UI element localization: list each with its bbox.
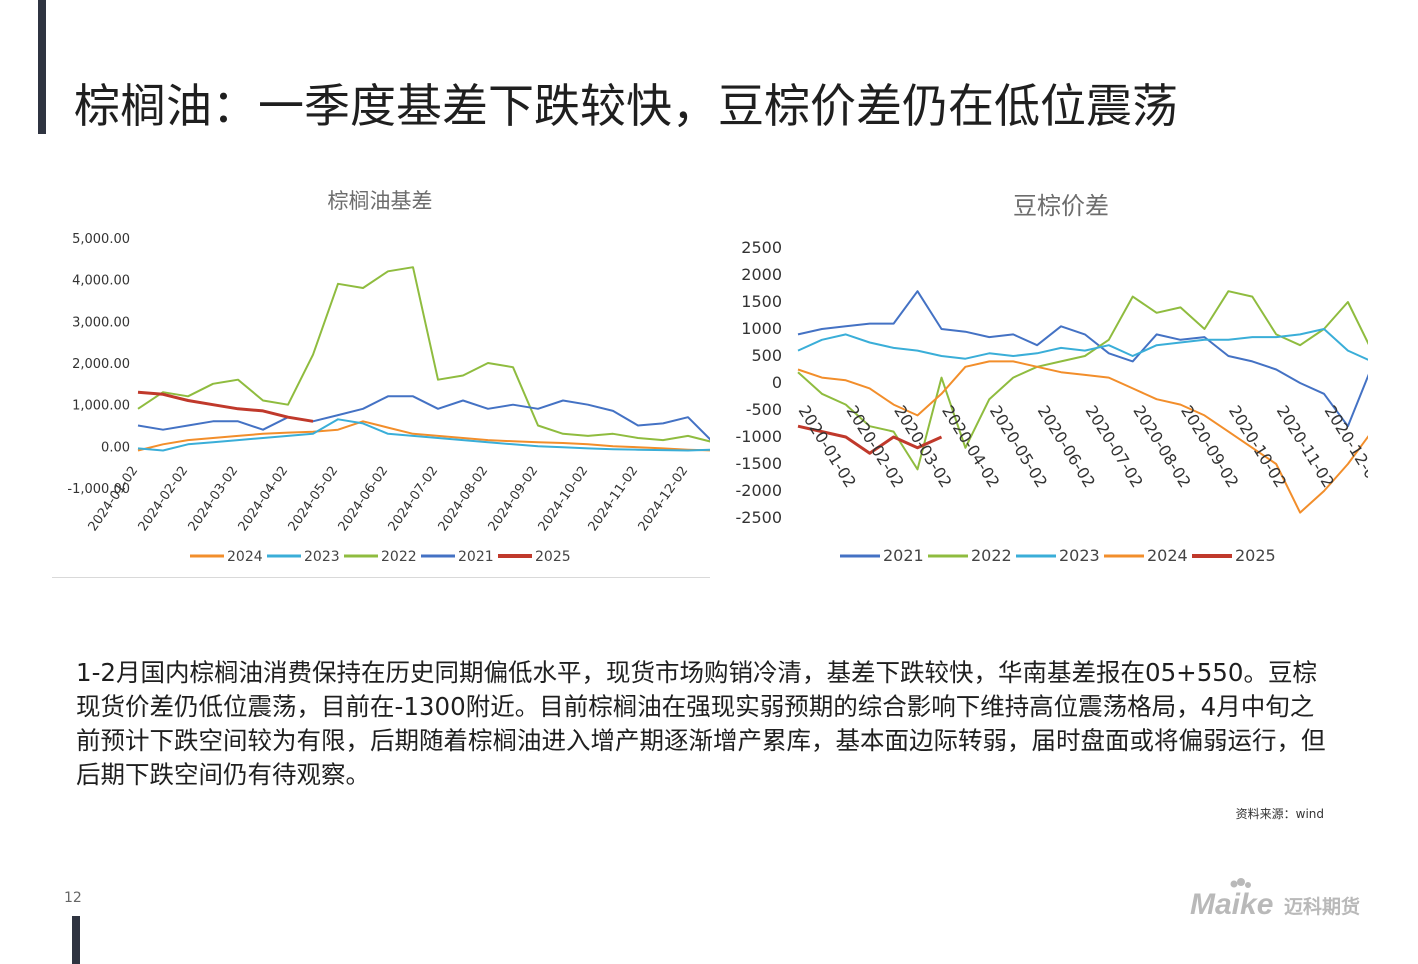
source-note: 资料来源：wind: [1235, 807, 1324, 821]
x-tick-label: 2024-06-02: [336, 464, 392, 535]
y-tick-label: 1500: [741, 292, 782, 311]
y-tick-label: 2,000.00: [72, 357, 130, 372]
y-tick-label: -2500: [736, 508, 783, 527]
y-tick-label: 0.00: [101, 440, 130, 455]
company-logo: Maike 迈科期货: [1188, 874, 1366, 924]
chart-title: 棕榈油基差: [328, 189, 433, 213]
y-tick-label: 5,000.00: [72, 232, 130, 247]
palm-basis-chart: 棕榈油基差 5,000.00 4,000.00 3,000.00 2,000.00 1,…: [50, 180, 710, 580]
legend-label: 2022: [381, 549, 417, 565]
series-line-2022: [797, 290, 1368, 471]
legend-label: 2024: [227, 549, 263, 565]
y-tick-label: -2000: [736, 481, 783, 500]
series-line-2021: [137, 395, 710, 441]
y-tick-label: 0: [772, 373, 782, 392]
palm-basis-svg: 棕榈油基差 5,000.00 4,000.00 3,000.00 2,000.00 1,…: [67, 189, 710, 565]
page-title: 棕榈油：一季度基差下跌较快，豆棕价差仍在低位震荡: [74, 79, 1178, 133]
top-accent-bar: [38, 0, 46, 134]
logo-mark: Maike 迈科期货: [1190, 878, 1360, 921]
series-line-2023: [137, 418, 710, 452]
series-line-2021: [797, 290, 1368, 428]
series-line-2024: [137, 420, 710, 452]
chart-divider: [52, 577, 710, 578]
series-lines: [797, 290, 1368, 514]
series-line-2023: [797, 328, 1368, 361]
y-tick-label: -1,000.00: [67, 482, 130, 497]
legend-label: 2023: [1059, 546, 1100, 565]
x-tick-label: 2024-02-02: [136, 464, 192, 535]
series-line-2022: [137, 266, 710, 443]
series-line-2025: [137, 390, 314, 423]
x-tick-label: 2024-08-02: [436, 464, 492, 535]
legend-label: 2022: [971, 546, 1012, 565]
series-line-2025: [797, 424, 943, 455]
y-axis-ticks: 5,000.00 4,000.00 3,000.00 2,000.00 1,000.00…: [67, 232, 130, 497]
legend-label: 2025: [535, 549, 571, 565]
series-lines: [137, 266, 710, 452]
x-axis-ticks: 2024-01-022024-02-022024-03-022024-04-02…: [86, 464, 692, 535]
x-tick-label: 2024-05-02: [286, 464, 342, 535]
x-tick-label: 2024-01-02: [86, 464, 142, 535]
y-tick-label: 2500: [741, 238, 782, 257]
chart-title: 豆棕价差: [1013, 192, 1109, 220]
y-tick-label: 4,000.00: [72, 274, 130, 289]
y-tick-label: -500: [746, 400, 782, 419]
x-axis-ticks: 2020-01-022020-02-022020-03-022020-04-02…: [795, 402, 1368, 491]
y-tick-label: 1,000.00: [72, 399, 130, 414]
svg-text:迈科期货: 迈科期货: [1284, 895, 1360, 918]
y-tick-label: 2000: [741, 265, 782, 284]
x-tick-label: 2024-11-02: [586, 464, 642, 535]
x-tick-label: 2024-10-02: [536, 464, 592, 535]
legend: 2024 2023 2022 2021 2025: [190, 549, 571, 565]
svg-text:Maike: Maike: [1190, 888, 1273, 921]
y-axis-ticks: 2500 2000 1500 1000 500 0 -500 -1000 -1500 -2000 -…: [736, 238, 783, 527]
y-tick-label: 1000: [741, 319, 782, 338]
bottom-accent-bar: [72, 916, 80, 964]
series-line-2024: [797, 360, 1368, 514]
legend-label: 2025: [1235, 546, 1276, 565]
y-tick-label: -1000: [736, 427, 783, 446]
analysis-paragraph: 1-2月国内棕榈油消费保持在历史同期偏低水平，现货市场购销冷清，基差下跌较快，华…: [76, 658, 1326, 789]
soy-palm-spread-chart: 豆棕价差 2500 2000 1500 1000 500 0 -500 -1000 -1500 -…: [728, 180, 1368, 580]
y-tick-label: -1500: [736, 454, 783, 473]
y-tick-label: 500: [751, 346, 782, 365]
legend: 2021 2022 2023 2024 2025: [840, 546, 1276, 565]
legend-label: 2024: [1147, 546, 1188, 565]
x-tick-label: 2024-12-02: [636, 464, 692, 535]
soy-palm-spread-svg: 豆棕价差 2500 2000 1500 1000 500 0 -500 -1000 -1500 -…: [736, 192, 1368, 565]
legend-label: 2021: [883, 546, 924, 565]
y-tick-label: 3,000.00: [72, 315, 130, 330]
x-tick-label: 2024-03-02: [186, 464, 242, 535]
legend-label: 2023: [304, 549, 340, 565]
x-tick-label: 2024-07-02: [386, 464, 442, 535]
page-number: 12: [64, 890, 82, 906]
legend-label: 2021: [458, 549, 494, 565]
x-tick-label: 2024-09-02: [486, 464, 542, 535]
x-tick-label: 2024-04-02: [236, 464, 292, 535]
